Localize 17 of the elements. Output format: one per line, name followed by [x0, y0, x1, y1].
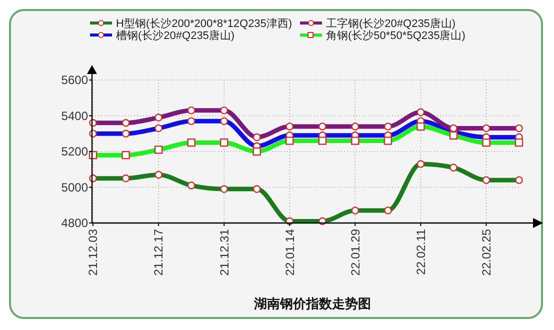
legend-label: 工字钢(长沙20#Q235唐山) [326, 16, 456, 30]
y-tick-label: 5600 [61, 73, 88, 88]
y-tick-label: 5000 [61, 180, 88, 194]
y-tick-label: 5400 [61, 108, 88, 123]
legend-label: 角钢(长沙50*50*5Q235唐山) [326, 28, 466, 42]
y-tick-label: 4800 [61, 216, 88, 230]
text: 湖南钢价指数走势图 [253, 296, 371, 311]
legend-label: 槽钢(长沙20#Q235唐山) [116, 28, 235, 42]
y-tick-label: 5200 [61, 144, 88, 159]
x-tick-label: 21.12.17 [152, 228, 166, 276]
x-tick-label: 22.02.25 [479, 228, 494, 276]
x-tick-label: 22.01.14 [282, 228, 297, 276]
x-tick-label: 22.02.11 [414, 228, 428, 275]
legend-label: H型钢(长沙200*200*8*12Q235津西) [116, 16, 292, 30]
x-tick-label: 22.01.29 [348, 228, 362, 276]
x-tick-label: 21.12.31 [217, 228, 232, 276]
x-tick-label: 21.12.03 [86, 228, 100, 276]
